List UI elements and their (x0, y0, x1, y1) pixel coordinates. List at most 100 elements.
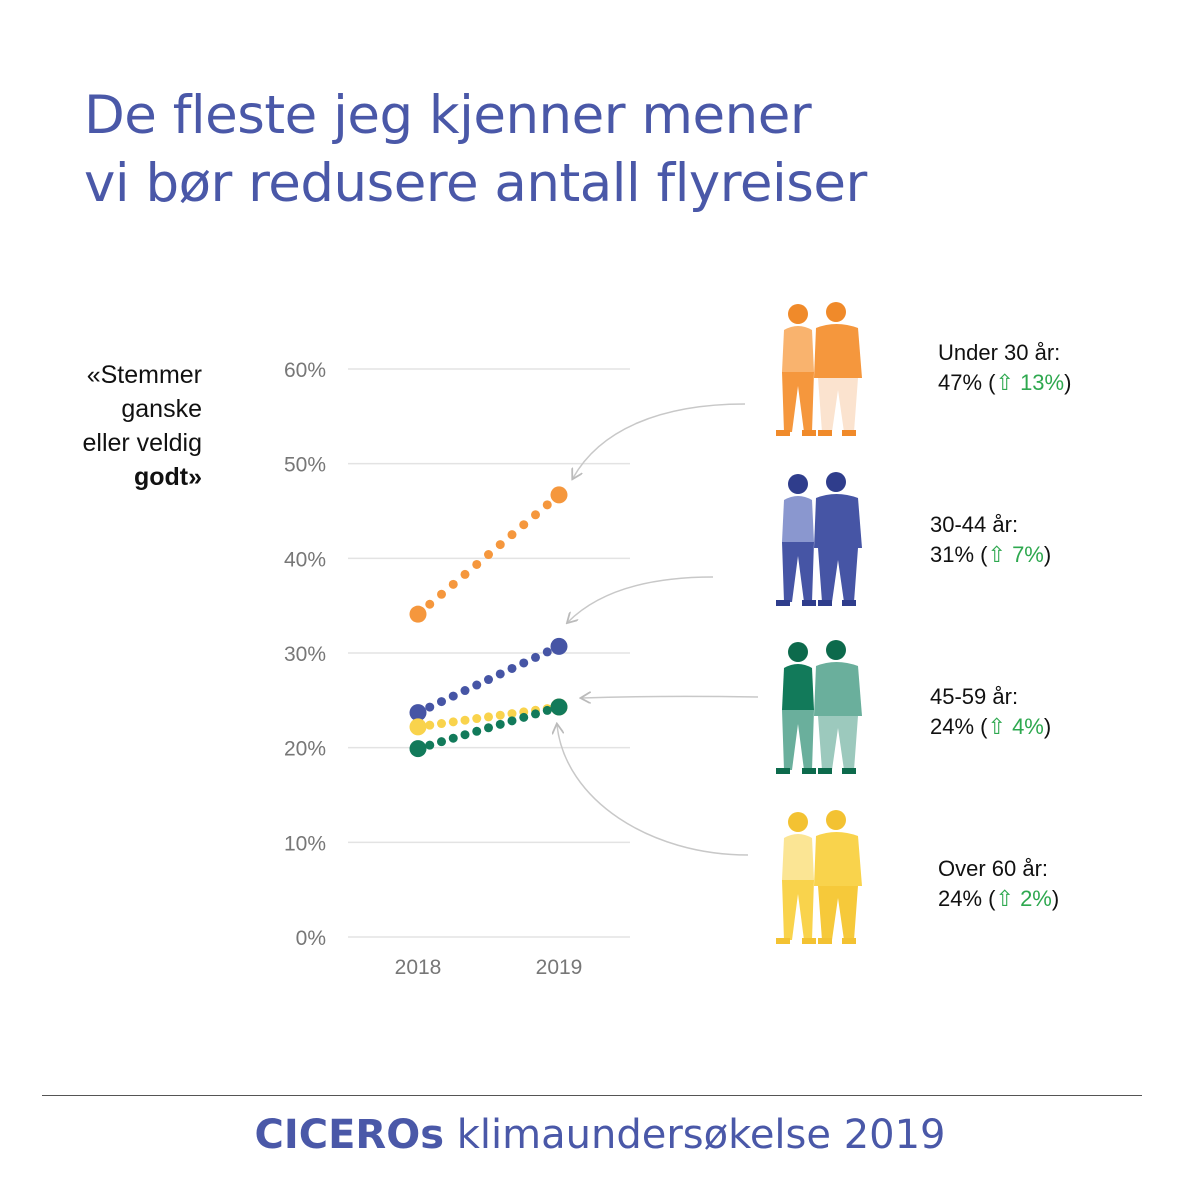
connector-dot (484, 723, 493, 733)
group-label: Over 60 år: 24% (⇧ 2%) (938, 854, 1059, 914)
connector-dot (460, 730, 470, 740)
group-name: 30-44 år: (930, 512, 1019, 537)
connector-dot (519, 520, 529, 530)
connector-dot (542, 705, 552, 715)
connector-dot (531, 510, 540, 520)
group-value-line: 24% (⇧ 4%) (930, 714, 1052, 739)
group-value: 31% (930, 542, 975, 567)
group-change: 2% (1020, 886, 1052, 911)
callout-arrow (582, 696, 759, 698)
group-change: 4% (1012, 714, 1044, 739)
connector-dot (531, 709, 540, 719)
connector-dot (484, 712, 493, 722)
group-value: 47% (938, 370, 983, 395)
group-name: Over 60 år: (938, 856, 1049, 881)
y-tick-label: 40% (284, 548, 326, 571)
connector-dot (460, 715, 470, 725)
quote-line-2: ganske (121, 395, 202, 423)
group-value-line: 31% (⇧ 7%) (930, 542, 1052, 567)
middle-aged-couple-icon (776, 640, 862, 774)
callout-arrow (573, 403, 746, 478)
y-axis-quote: «Stemmer ganske eller veldig godt» (82, 358, 202, 494)
group-label: 45-59 år: 24% (⇧ 4%) (930, 682, 1051, 742)
connector-dot (507, 716, 517, 726)
connector-dot (542, 647, 552, 657)
connector-dot (495, 669, 505, 679)
up-arrow-icon: ⇧ (995, 886, 1014, 911)
footer-divider (42, 1095, 1142, 1096)
up-arrow-icon: ⇧ (995, 370, 1014, 395)
group-change: 13% (1020, 370, 1065, 395)
quote-line-4: godt» (133, 463, 202, 491)
connector-dot (484, 675, 493, 685)
footer: CICEROs klimaundersøkelse 2019 (0, 1112, 1200, 1158)
young-couple-icon (776, 302, 862, 436)
connector-dot (425, 599, 435, 609)
group-change: 7% (1012, 542, 1044, 567)
title-line-1: De fleste jeg kjenner mener (84, 85, 812, 146)
up-arrow-icon: ⇧ (987, 542, 1006, 567)
data-point-2018 (409, 704, 427, 722)
connector-dot (495, 710, 505, 720)
connector-dot (484, 550, 493, 560)
group-name: Under 30 år: (938, 340, 1061, 365)
y-tick-label: 10% (284, 832, 326, 855)
connector-dot (507, 663, 517, 673)
connector-dot (507, 530, 517, 540)
group-value: 24% (938, 886, 983, 911)
up-arrow-icon: ⇧ (987, 714, 1006, 739)
connector-dot (437, 589, 446, 599)
x-tick-label: 2019 (536, 956, 583, 979)
connector-dot (448, 579, 458, 589)
connector-dot (519, 712, 529, 722)
connector-dot (472, 714, 482, 724)
connector-dot (437, 719, 446, 729)
data-point-2018 (409, 718, 427, 736)
connector-dot (507, 709, 517, 719)
connector-dot (542, 500, 552, 510)
connector-dot (472, 680, 482, 690)
connector-dot (437, 697, 446, 707)
connector-dot (448, 733, 458, 743)
senior-couple-icon (776, 810, 862, 944)
y-tick-label: 50% (284, 454, 326, 477)
group-label: Under 30 år: 47% (⇧ 13%) (938, 338, 1071, 398)
title-line-2: vi bør redusere antall flyreiser (84, 153, 867, 214)
x-tick-label: 2018 (395, 956, 442, 979)
connector-dot (460, 686, 470, 696)
group-value: 24% (930, 714, 975, 739)
connector-dot (472, 559, 482, 569)
connector-dot (425, 740, 435, 750)
connector-dot (425, 702, 435, 712)
y-tick-label: 30% (284, 643, 326, 666)
connector-dot (448, 691, 458, 701)
data-point-2018 (409, 740, 427, 758)
data-point-2018 (409, 605, 427, 623)
group-value-line: 47% (⇧ 13%) (938, 370, 1072, 395)
group-name: 45-59 år: (930, 684, 1019, 709)
group-label: 30-44 år: 31% (⇧ 7%) (930, 510, 1051, 570)
adult-couple-icon (776, 472, 862, 606)
connector-dot (495, 719, 505, 729)
group-value-line: 24% (⇧ 2%) (938, 886, 1060, 911)
callout-arrow (557, 725, 749, 856)
connector-dot (531, 652, 540, 662)
connector-dot (472, 726, 482, 736)
connector-dot (460, 569, 470, 579)
connector-dot (437, 737, 446, 747)
connector-dot (519, 658, 529, 668)
page-title: De fleste jeg kjenner mener vi bør redus… (84, 82, 867, 218)
connector-dot (425, 720, 435, 730)
y-tick-label: 60% (284, 359, 326, 382)
connector-dot (448, 717, 458, 727)
y-tick-label: 20% (284, 738, 326, 761)
data-point-2019 (550, 486, 568, 504)
callout-arrow (568, 576, 714, 622)
data-point-2019 (550, 698, 568, 716)
footer-brand: CICEROs (254, 1112, 445, 1158)
quote-line-3: eller veldig (82, 429, 202, 457)
quote-line-1: «Stemmer (86, 361, 202, 389)
footer-text: klimaundersøkelse 2019 (444, 1112, 946, 1158)
y-tick-label: 0% (296, 927, 326, 950)
